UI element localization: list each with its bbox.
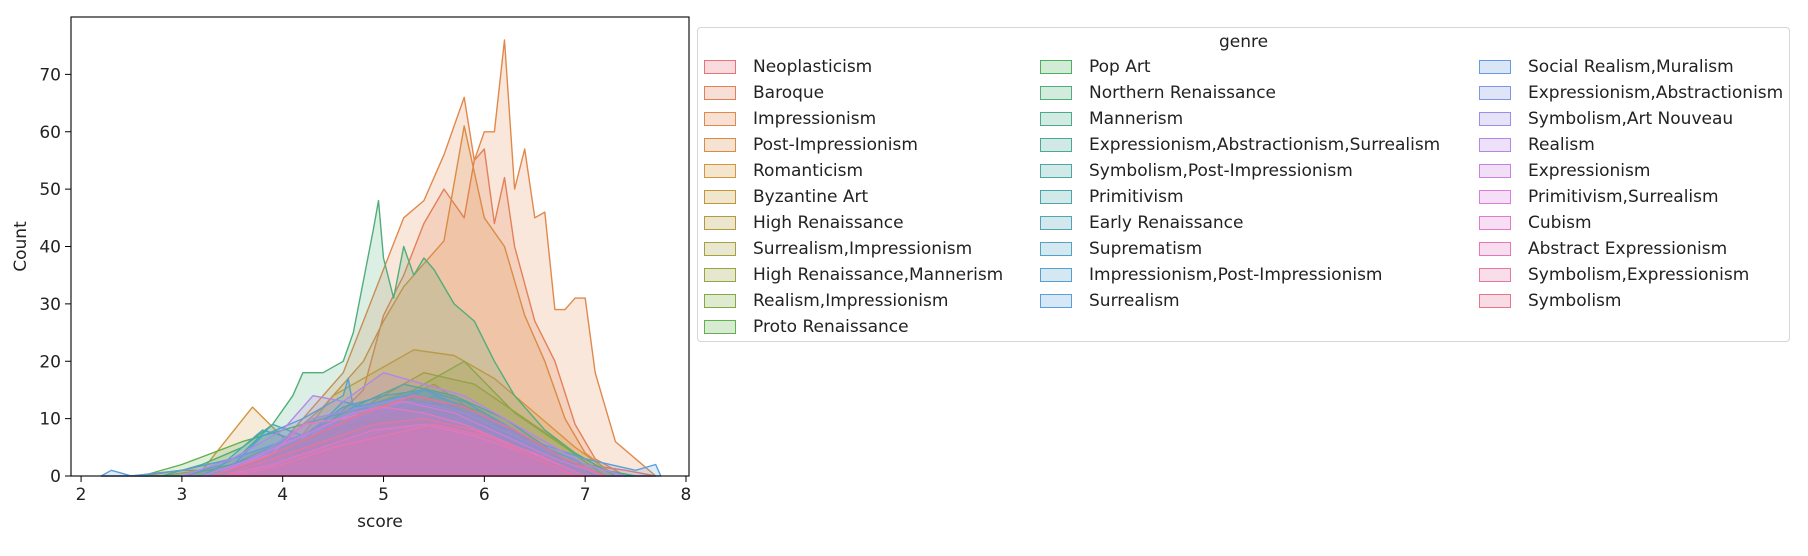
plot-series-layer <box>100 39 662 477</box>
y-tick-label: 40 <box>39 238 61 258</box>
legend-label: Surrealism,Impressionism <box>753 239 973 259</box>
series-area-12 <box>161 199 637 477</box>
legend-label: Impressionism <box>753 109 877 129</box>
legend-label: High Renaissance <box>753 213 904 233</box>
x-tick-label: 3 <box>176 485 187 505</box>
series-area-2 <box>130 39 657 477</box>
legend-swatch <box>704 86 736 100</box>
legend-swatch <box>704 164 736 178</box>
legend-swatch <box>1040 138 1072 152</box>
series-area-29 <box>221 417 576 477</box>
legend-swatch <box>1479 60 1511 74</box>
legend-label: Expressionism,Abstractionism,Surrealism <box>1089 135 1441 155</box>
legend-label: Post-Impressionism <box>753 135 918 155</box>
legend-label: Early Renaissance <box>1089 213 1244 233</box>
legend-swatch <box>1040 216 1072 230</box>
legend-swatch <box>704 112 736 126</box>
series-area-28 <box>231 423 586 477</box>
legend-swatch <box>704 320 736 334</box>
legend-label: Expressionism <box>1528 161 1651 181</box>
legend-label: Pop Art <box>1089 57 1151 77</box>
legend-label: Mannerism <box>1089 109 1184 129</box>
y-tick-label: 30 <box>39 295 61 315</box>
legend-label: Realism <box>1528 135 1595 155</box>
legend-swatch <box>1479 242 1511 256</box>
y-axis-label: Count <box>11 221 31 272</box>
legend-swatch <box>1479 268 1511 282</box>
legend-label: Proto Renaissance <box>753 317 909 337</box>
legend-swatch <box>704 60 736 74</box>
legend-swatch <box>1479 190 1511 204</box>
x-tick-label: 5 <box>378 485 389 505</box>
legend-title: genre <box>1218 32 1269 52</box>
legend-label: Surrealism <box>1089 291 1180 311</box>
legend-swatch <box>1479 86 1511 100</box>
legend: genre Neoplasticism Baroque Impressionism P… <box>697 27 1790 342</box>
legend-swatch <box>704 294 736 308</box>
legend-label: Neoplasticism <box>753 57 873 77</box>
x-axis-label: score <box>357 512 403 532</box>
legend-swatch <box>1040 190 1072 204</box>
x-tick-label: 4 <box>277 485 288 505</box>
legend-label: Byzantine Art <box>753 187 869 207</box>
series-area-18 <box>231 412 586 477</box>
series-area-27 <box>211 406 586 477</box>
legend-swatch <box>1479 216 1511 230</box>
y-tick-label: 10 <box>39 410 61 430</box>
legend-label: High Renaissance,Mannerism <box>753 265 1004 285</box>
series-area-30 <box>211 395 606 477</box>
legend-swatch <box>704 242 736 256</box>
legend-swatch <box>1479 294 1511 308</box>
legend-label: Symbolism <box>1528 291 1622 311</box>
legend-swatch <box>704 138 736 152</box>
legend-label: Cubism <box>1528 213 1592 233</box>
legend-swatch <box>1479 112 1511 126</box>
x-tick-label: 8 <box>681 485 692 505</box>
legend-label: Symbolism,Post-Impressionism <box>1089 161 1353 181</box>
legend-label: Expressionism,Abstractionism <box>1528 83 1784 103</box>
legend-swatch <box>704 216 736 230</box>
series-area-20 <box>100 400 662 477</box>
legend-swatch <box>1040 112 1072 126</box>
legend-label: Impressionism,Post-Impressionism <box>1089 265 1383 285</box>
x-tick-label: 2 <box>76 485 87 505</box>
legend-label: Northern Renaissance <box>1089 83 1277 103</box>
legend-label: Symbolism,Art Nouveau <box>1528 109 1734 129</box>
legend-swatch <box>1479 164 1511 178</box>
legend-swatch <box>704 268 736 282</box>
legend-label: Baroque <box>753 83 825 103</box>
legend-label: Social Realism,Muralism <box>1528 57 1734 77</box>
y-axis: 0 10 20 30 40 50 60 70 <box>39 65 71 487</box>
legend-label: Abstract Expressionism <box>1528 239 1728 259</box>
legend-label: Primitivism,Surrealism <box>1528 187 1719 207</box>
y-tick-label: 0 <box>50 467 61 487</box>
y-tick-label: 20 <box>39 352 61 372</box>
legend-label: Primitivism <box>1089 187 1184 207</box>
legend-swatch <box>704 190 736 204</box>
legend-swatch <box>1040 60 1072 74</box>
legend-label: Symbolism,Expressionism <box>1528 265 1750 285</box>
y-tick-label: 70 <box>39 65 61 85</box>
legend-swatch <box>1479 138 1511 152</box>
legend-swatch <box>1040 294 1072 308</box>
y-tick-label: 50 <box>39 180 61 200</box>
legend-swatch <box>1040 164 1072 178</box>
legend-label: Realism,Impressionism <box>753 291 949 311</box>
x-axis: 2 3 4 5 6 7 8 <box>76 476 692 505</box>
legend-label: Romanticism <box>753 161 864 181</box>
x-tick-label: 6 <box>479 485 490 505</box>
legend-swatch <box>1040 268 1072 282</box>
legend-swatch <box>1040 86 1072 100</box>
legend-label: Suprematism <box>1089 239 1203 259</box>
legend-swatch <box>1040 242 1072 256</box>
x-tick-label: 7 <box>580 485 591 505</box>
y-tick-label: 60 <box>39 123 61 143</box>
